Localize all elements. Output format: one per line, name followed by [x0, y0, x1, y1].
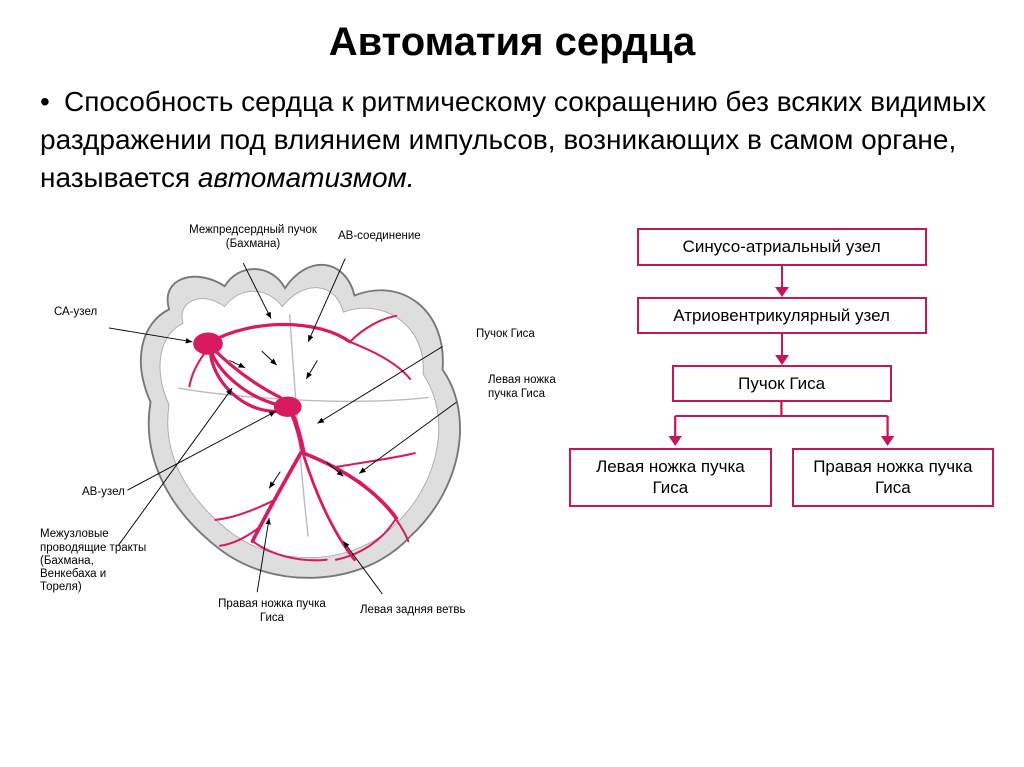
label-av-node: АВ-узел: [82, 486, 125, 499]
flow-split: [569, 402, 994, 448]
flowchart: Синусо-атриальный узел Атриовентрикулярн…: [569, 206, 994, 626]
definition-term: автоматизмом.: [198, 162, 415, 193]
label-av-junction: АВ-соединение: [338, 230, 421, 243]
flow-node-right-branch: Правая ножка пучка Гиса: [792, 448, 994, 507]
page-title: Автоматия сердца: [30, 20, 994, 65]
definition-body: Способность сердца к ритмическому сокращ…: [40, 86, 986, 193]
label-left-posterior: Левая задняя ветвь: [360, 604, 465, 617]
flow-node-left-branch: Левая ножка пучка Гиса: [569, 448, 771, 507]
flow-arrow-1: [781, 266, 783, 288]
label-bachmann: Межпредсердный пучок (Бахмана): [178, 224, 328, 250]
definition-text: •Способность сердца к ритмическому сокра…: [40, 83, 994, 196]
flow-node-his: Пучок Гиса: [672, 365, 892, 402]
heart-diagram: Межпредсердный пучок (Бахмана) АВ-соедин…: [30, 206, 549, 626]
label-left-branch: Левая ножка пучка Гиса: [488, 374, 558, 400]
flow-node-av: Атриовентрикулярный узел: [637, 297, 927, 334]
label-internodal: Межузловые проводящие тракты (Бахмана, В…: [40, 528, 150, 594]
label-his: Пучок Гиса: [476, 328, 535, 341]
label-right-branch: Правая ножка пучка Гиса: [212, 598, 332, 624]
flow-arrow-2: [781, 334, 783, 356]
label-sa-node: СА-узел: [54, 306, 97, 319]
arrow-down-icon: [775, 355, 789, 365]
flow-node-sa: Синусо-атриальный узел: [637, 228, 927, 265]
arrow-down-icon: [775, 287, 789, 297]
bullet: •: [40, 83, 64, 121]
